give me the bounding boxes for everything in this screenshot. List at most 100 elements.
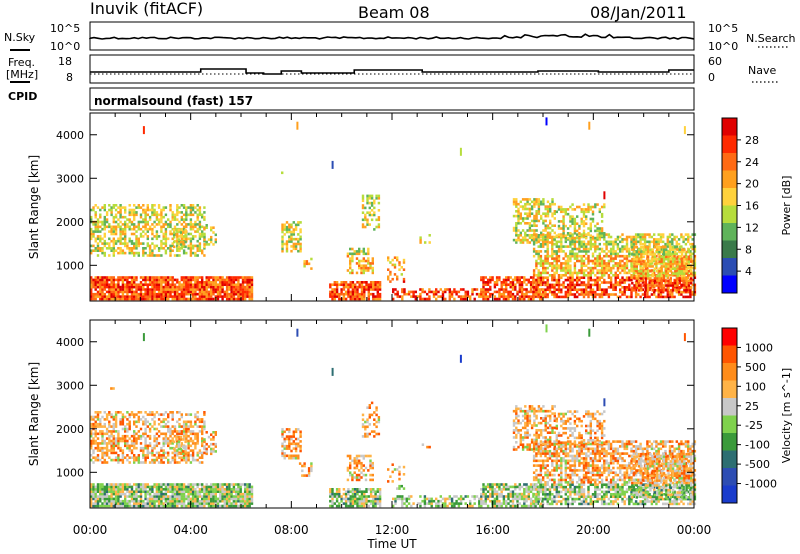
data-cell [589, 240, 592, 244]
data-cell [126, 292, 129, 296]
data-cell [619, 240, 622, 244]
data-cell [160, 295, 163, 298]
data-cell [248, 297, 251, 301]
data-cell [160, 242, 163, 245]
data-cell [155, 485, 159, 489]
data-cell [160, 239, 163, 243]
data-cell [676, 265, 679, 268]
data-cell [537, 269, 540, 272]
data-cell [551, 266, 554, 270]
colorbar-swatch [722, 188, 737, 206]
data-cell [130, 239, 134, 243]
data-cell [203, 290, 206, 294]
data-cell [462, 297, 465, 301]
data-cell [228, 285, 231, 289]
data-cell [518, 276, 521, 279]
data-cell [540, 202, 543, 206]
data-cell [191, 283, 195, 286]
data-cell [225, 492, 229, 496]
data-cell [155, 295, 159, 298]
data-cell [551, 229, 554, 232]
data-cell [250, 297, 254, 301]
data-cell [248, 490, 251, 493]
data-cell [223, 499, 226, 503]
data-cell [511, 278, 515, 282]
data-cell [235, 499, 238, 503]
data-cell [641, 278, 645, 282]
data-cell [187, 237, 190, 241]
data-cell [198, 281, 202, 284]
data-cell [616, 264, 620, 267]
data-cell [639, 264, 642, 267]
data-cell [90, 425, 93, 428]
data-cell [210, 495, 213, 498]
data-cell [546, 231, 550, 235]
data-cell [216, 285, 220, 289]
data-cell [194, 235, 197, 238]
data-cell [366, 201, 369, 205]
data-cell [281, 228, 284, 231]
data-cell [518, 283, 521, 286]
data-cell [349, 266, 352, 270]
data-cell [108, 230, 111, 233]
data-cell [90, 208, 93, 212]
data-cell [596, 236, 599, 240]
data-cell [160, 230, 163, 233]
data-cell [562, 227, 565, 230]
data-cell [230, 490, 233, 493]
data-cell [598, 264, 601, 267]
data-cell [201, 251, 204, 255]
data-cell [498, 295, 501, 298]
data-cell [212, 485, 215, 489]
data-cell [551, 283, 554, 287]
data-cell [297, 223, 300, 227]
data-cell [614, 286, 617, 289]
data-cell [146, 502, 149, 505]
data-cell [153, 247, 156, 250]
data-cell [96, 249, 100, 252]
data-cell [196, 213, 199, 217]
data-cell [331, 297, 334, 301]
data-cell [173, 218, 177, 221]
data-cell [693, 266, 697, 270]
data-cell [110, 413, 113, 416]
data-cell [112, 446, 115, 450]
data-cell [331, 288, 334, 291]
data-cell [146, 235, 149, 238]
data-cell [162, 488, 165, 491]
data-cell [523, 288, 526, 291]
data-cell [299, 230, 302, 234]
data-cell [90, 215, 93, 219]
data-cell [553, 217, 556, 220]
data-cell [637, 279, 641, 283]
data-cell [99, 490, 102, 493]
data-cell [628, 283, 631, 287]
data-cell [94, 285, 97, 289]
data-cell [176, 483, 179, 486]
data-cell [196, 504, 199, 508]
data-cell [657, 286, 660, 289]
data-cell [194, 220, 197, 224]
data-cell [368, 201, 371, 205]
data-cell [290, 230, 293, 234]
data-cell [205, 497, 208, 501]
data-cell [557, 290, 561, 294]
data-cell [212, 499, 215, 503]
data-cell [235, 492, 238, 496]
data-cell [662, 257, 666, 261]
data-cell [196, 485, 199, 489]
data-cell [189, 488, 193, 491]
data-cell [651, 255, 654, 259]
data-cell [344, 285, 348, 289]
data-cell [623, 245, 626, 248]
data-cell [566, 236, 570, 240]
data-cell [421, 297, 424, 301]
data-cell [675, 257, 678, 260]
data-cell [223, 295, 226, 298]
data-cell [351, 269, 354, 272]
data-cell [582, 210, 586, 214]
data-cell [157, 276, 161, 279]
data-cell [441, 295, 445, 298]
data-cell [130, 290, 134, 294]
data-cell [124, 425, 127, 428]
